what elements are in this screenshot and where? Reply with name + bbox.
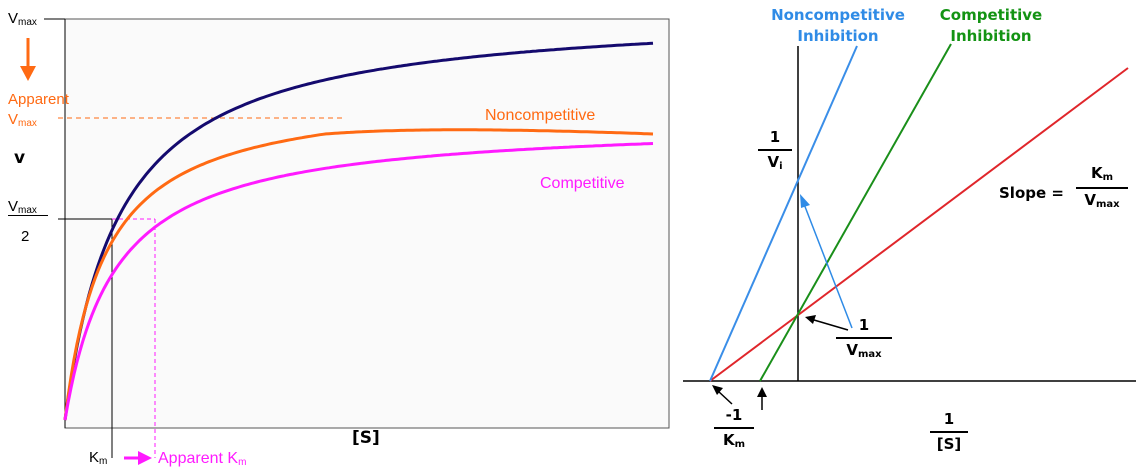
apparent-label: Apparent [8,91,69,108]
lb-noncompetitive-line [709,45,858,382]
competitive-inhibition-title: Competitive Inhibition [939,6,1043,45]
inverse-vi-label: 1 Vi [758,130,792,172]
inverse-s-label: 1 [S] [930,412,968,452]
slope-label: Slope = [999,184,1064,202]
mm-plot-frame [64,18,670,429]
noncompetitive-curve-label: Noncompetitive [485,107,596,124]
lb-uninhibited-line [709,67,1129,382]
noncompetitive-inhibition-title: Noncompetitive Inhibition [771,6,905,45]
uninhibited-curve [63,41,654,421]
neg-inv-km-pointer-head [712,385,723,395]
km-label: Km [89,449,108,467]
inverse-vmax-label: 1 Vmax [836,318,892,360]
competitive-curve [63,142,654,421]
vmax-label: Vmax [8,10,37,28]
lb-competitive-line [759,43,952,382]
vmax-down-arrow-head [20,66,36,81]
inv-vi-pointer-shaft [803,203,853,329]
apparent-km-label: Apparent Km [158,450,247,468]
half-vmax-fraction-bar [8,215,48,216]
neg-inv-km-pointer-shaft [717,390,733,405]
v-axis-label: v [14,148,26,168]
s-axis-label: [S] [352,428,380,448]
negative-inverse-km-label: -1 Km [714,408,754,450]
competitive-curve-label: Competitive [540,175,625,192]
inv-vmax-pointer-head [805,315,816,324]
inv-vi-pointer-head [800,194,810,208]
noncompetitive-curve [63,128,654,421]
half-vmax-denominator: 2 [21,228,30,245]
slope-fraction: Km Vmax [1076,166,1128,210]
km-right-arrow-head [138,451,152,465]
apparent-vmax-label: Vmax [8,111,37,129]
inv-vmax-pointer-shaft [813,319,849,331]
half-vmax-numerator: Vmax [8,198,37,216]
comp-intercept-pointer-head [757,387,767,397]
